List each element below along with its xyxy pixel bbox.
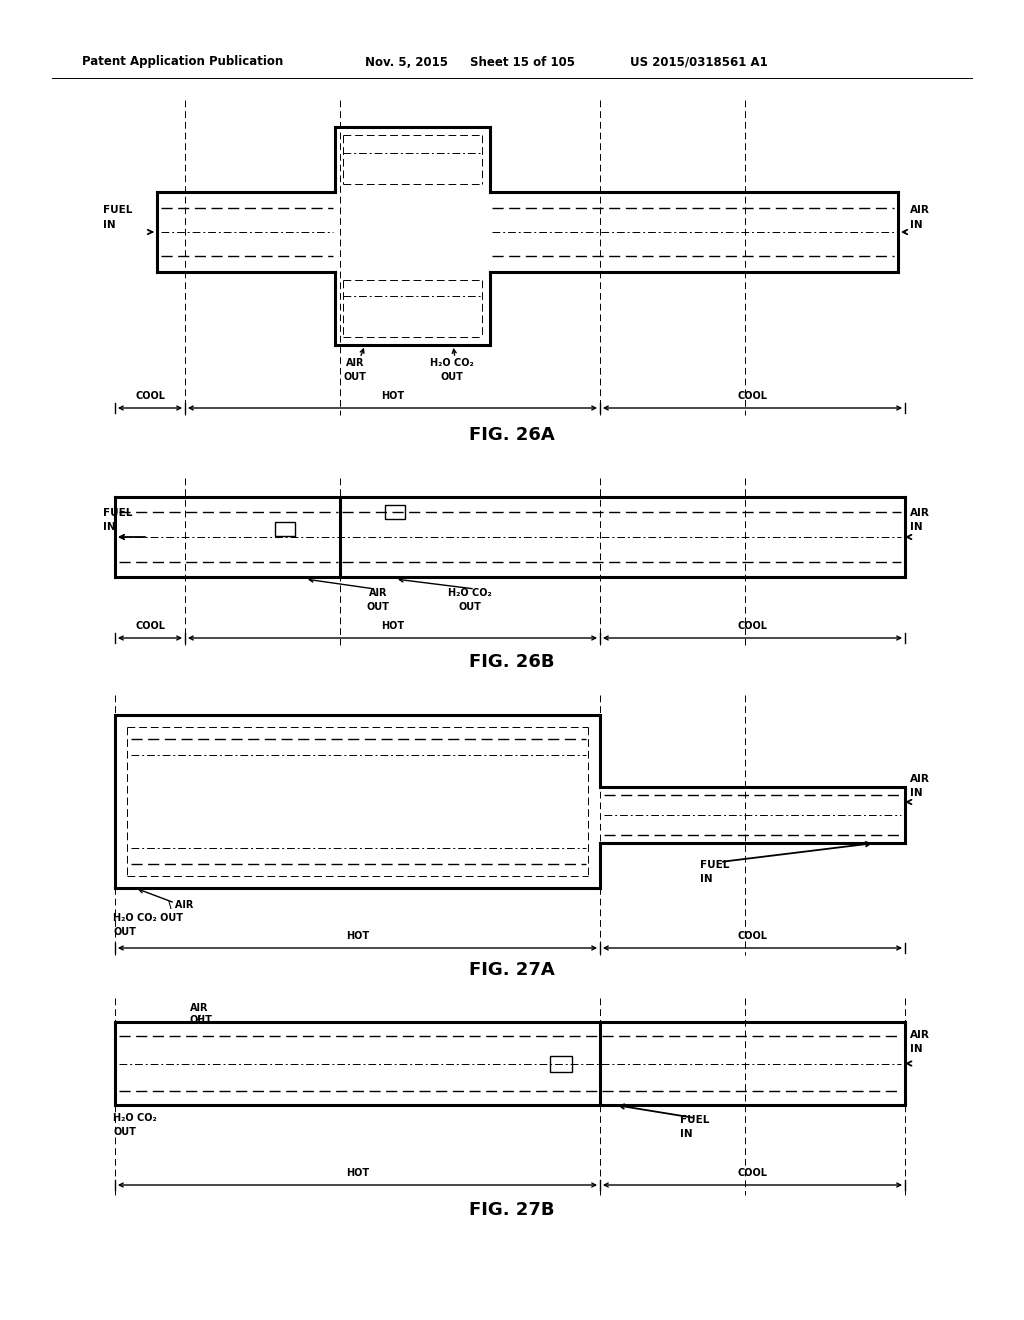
- Text: HOT: HOT: [346, 931, 369, 941]
- Text: FIG. 26A: FIG. 26A: [469, 426, 555, 444]
- Text: AIR: AIR: [346, 358, 365, 368]
- Text: OUT: OUT: [459, 602, 481, 612]
- Text: H₂O CO₂: H₂O CO₂: [430, 358, 474, 368]
- Bar: [385, 506, 406, 519]
- Text: COOL: COOL: [135, 620, 165, 631]
- Text: FUEL: FUEL: [103, 508, 132, 517]
- Text: AIR: AIR: [910, 205, 930, 215]
- Text: FIG. 26B: FIG. 26B: [469, 653, 555, 671]
- Text: IN: IN: [103, 220, 116, 230]
- Text: Nov. 5, 2015: Nov. 5, 2015: [365, 55, 449, 69]
- Text: IN: IN: [910, 220, 923, 230]
- Text: FIG. 27A: FIG. 27A: [469, 961, 555, 979]
- Text: IN: IN: [680, 1129, 692, 1139]
- Text: FUEL: FUEL: [680, 1115, 710, 1125]
- Text: COOL: COOL: [737, 1168, 768, 1177]
- Text: HOT: HOT: [381, 620, 404, 631]
- Text: IN: IN: [910, 521, 923, 532]
- Text: COOL: COOL: [135, 391, 165, 401]
- Text: H₂O CO₂: H₂O CO₂: [449, 587, 492, 598]
- Text: IN: IN: [910, 1044, 923, 1053]
- Text: AIR: AIR: [910, 774, 930, 784]
- Text: Sheet 15 of 105: Sheet 15 of 105: [470, 55, 575, 69]
- Text: COOL: COOL: [737, 391, 768, 401]
- Text: H₂O CO₂ OUT: H₂O CO₂ OUT: [113, 913, 183, 923]
- Text: OUT: OUT: [113, 927, 136, 937]
- Text: COOL: COOL: [737, 620, 768, 631]
- Text: AIR: AIR: [910, 1030, 930, 1040]
- Text: AIR: AIR: [190, 1003, 209, 1012]
- Text: OUT: OUT: [344, 372, 367, 381]
- Bar: [550, 1056, 572, 1072]
- Text: HOT: HOT: [346, 1168, 369, 1177]
- Text: HOT: HOT: [381, 391, 404, 401]
- Text: OUT: OUT: [440, 372, 464, 381]
- Text: IN: IN: [910, 788, 923, 799]
- Text: H₂O CO₂: H₂O CO₂: [113, 1113, 157, 1123]
- Text: AIR: AIR: [369, 587, 387, 598]
- Text: AIR: AIR: [910, 508, 930, 517]
- Text: COOL: COOL: [737, 931, 768, 941]
- Text: FUEL: FUEL: [700, 861, 729, 870]
- Text: OUT: OUT: [367, 602, 389, 612]
- Text: \ AIR: \ AIR: [168, 900, 194, 909]
- Text: IN: IN: [103, 521, 116, 532]
- Text: IN: IN: [700, 874, 713, 884]
- Text: Patent Application Publication: Patent Application Publication: [82, 55, 284, 69]
- Text: OUT: OUT: [113, 1127, 136, 1137]
- Text: US 2015/0318561 A1: US 2015/0318561 A1: [630, 55, 768, 69]
- Text: OUT: OUT: [190, 1015, 213, 1026]
- Bar: [275, 521, 295, 536]
- Text: FUEL: FUEL: [103, 205, 132, 215]
- Text: FIG. 27B: FIG. 27B: [469, 1201, 555, 1218]
